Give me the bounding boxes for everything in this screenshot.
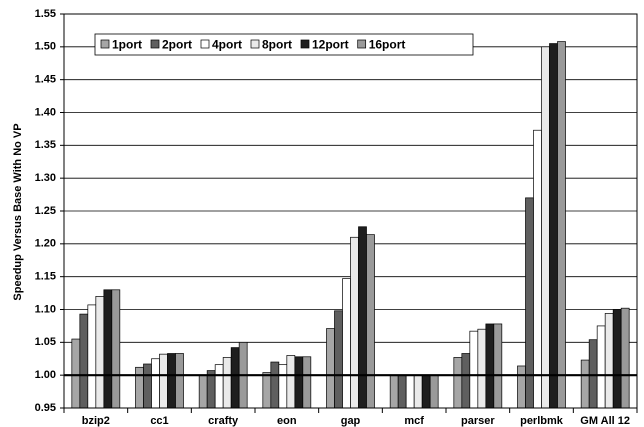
x-tick-label: eon xyxy=(277,415,297,427)
x-tick-label: bzip2 xyxy=(81,415,110,427)
bar xyxy=(214,364,224,409)
legend-swatch xyxy=(300,39,310,49)
x-tick-label: perlbmk xyxy=(520,415,563,427)
bar xyxy=(358,226,367,409)
y-tick-label: 1.40 xyxy=(35,106,56,118)
bar xyxy=(580,359,590,409)
bar xyxy=(429,374,439,409)
bar xyxy=(334,310,343,409)
x-tick-label: gap xyxy=(340,415,361,427)
bar xyxy=(405,374,415,409)
bar xyxy=(493,323,503,409)
bar xyxy=(79,313,89,409)
bar xyxy=(103,289,113,409)
y-tick-label: 0.95 xyxy=(35,402,56,414)
bar xyxy=(230,347,240,409)
bar xyxy=(413,374,423,409)
y-tick-label: 1.25 xyxy=(35,205,56,217)
y-tick-label: 1.00 xyxy=(35,369,56,381)
bar xyxy=(175,353,184,409)
bar xyxy=(326,328,335,409)
legend-label: 4port xyxy=(212,38,242,52)
y-tick-label: 1.20 xyxy=(35,238,56,250)
bar xyxy=(421,374,431,409)
bar xyxy=(71,338,81,409)
bar xyxy=(95,296,105,409)
bar xyxy=(350,236,359,409)
bar xyxy=(469,330,479,409)
bar xyxy=(278,364,288,409)
bar xyxy=(389,374,399,409)
legend-box xyxy=(94,33,474,56)
bar xyxy=(222,357,232,409)
legend-label: 12port xyxy=(312,38,349,52)
y-tick-label: 1.50 xyxy=(35,41,56,53)
bar xyxy=(151,358,160,409)
plot-frame xyxy=(63,13,638,409)
legend-label: 16port xyxy=(369,38,406,52)
bar xyxy=(533,129,542,409)
legend-swatch xyxy=(200,39,210,49)
y-tick-label: 1.05 xyxy=(35,336,56,348)
x-tick-label: crafty xyxy=(208,415,239,427)
y-tick-label: 1.55 xyxy=(35,8,56,20)
bar xyxy=(262,372,272,409)
bar xyxy=(198,374,208,409)
bar xyxy=(477,328,487,409)
bar xyxy=(159,353,168,409)
bar xyxy=(541,46,550,409)
legend-label: 1port xyxy=(112,38,142,52)
bar xyxy=(485,323,495,409)
bar xyxy=(286,355,296,409)
bar xyxy=(517,365,526,409)
y-tick-label: 1.35 xyxy=(35,139,56,151)
x-tick-label: GM All 12 xyxy=(580,415,631,427)
x-tick-label: cc1 xyxy=(150,415,169,427)
bar xyxy=(270,361,280,409)
bar xyxy=(366,234,375,409)
legend-label: 8port xyxy=(262,38,292,52)
bar xyxy=(620,307,630,409)
bar xyxy=(557,41,566,409)
bar xyxy=(604,313,614,409)
bar xyxy=(461,353,471,409)
y-axis-label: Speedup Versus Base With No VP xyxy=(12,123,24,300)
legend-swatch xyxy=(250,39,260,49)
bar xyxy=(111,289,121,409)
bar xyxy=(342,278,351,409)
bar xyxy=(167,353,176,409)
y-tick-label: 1.30 xyxy=(35,172,56,184)
x-tick-label: mcf xyxy=(404,415,424,427)
legend-swatch xyxy=(100,39,110,49)
bar xyxy=(397,374,407,409)
y-tick-label: 1.45 xyxy=(35,74,56,86)
bar xyxy=(525,197,534,409)
bar xyxy=(302,356,312,409)
x-tick-label: parser xyxy=(461,415,495,427)
bar xyxy=(612,309,622,409)
bar xyxy=(143,363,152,409)
bar xyxy=(596,325,606,409)
y-tick-label: 1.10 xyxy=(35,303,56,315)
legend-swatch xyxy=(150,39,160,49)
bar xyxy=(588,339,598,409)
bar xyxy=(453,357,463,409)
bar xyxy=(294,356,304,409)
legend-swatch xyxy=(357,39,367,49)
bar xyxy=(87,304,97,409)
legend-label: 2port xyxy=(162,38,192,52)
bar xyxy=(135,366,144,409)
bar xyxy=(549,43,558,409)
y-tick-label: 1.15 xyxy=(35,271,56,283)
